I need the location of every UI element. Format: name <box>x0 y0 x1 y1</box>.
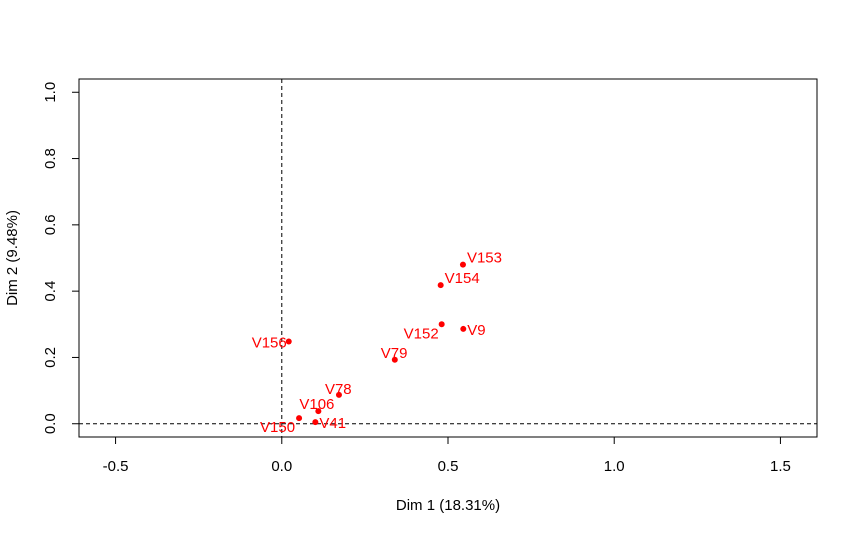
data-point-label: V154 <box>445 270 480 287</box>
y-tick-label: 0.8 <box>42 148 59 169</box>
reference-lines <box>79 79 817 437</box>
data-point <box>459 261 466 268</box>
data-point-label: V156 <box>252 335 287 352</box>
y-tick-label: 0.2 <box>42 347 59 368</box>
y-axis: 0.0 0.2 0.4 0.6 0.8 1.0 <box>42 82 80 434</box>
x-tick-label: 0.0 <box>271 458 292 475</box>
data-points <box>285 261 467 426</box>
data-point <box>460 325 467 332</box>
data-point-label: V41 <box>319 415 346 432</box>
data-point-label: V78 <box>325 381 352 398</box>
data-point-label: V79 <box>381 345 408 362</box>
x-tick-label: -0.5 <box>103 458 129 475</box>
data-point-label: V152 <box>404 325 439 342</box>
x-tick-label: 0.5 <box>438 458 459 475</box>
plot-frame <box>78 78 818 438</box>
data-point <box>296 415 303 422</box>
data-point <box>285 338 292 345</box>
y-axis-title: Dim 2 (9.48%) <box>4 210 21 306</box>
y-tick-label: 1.0 <box>42 82 59 103</box>
data-point-label: V150 <box>260 419 295 436</box>
data-point <box>437 282 444 289</box>
x-axis: -0.5 0.0 0.5 1.0 1.5 <box>103 436 791 475</box>
y-tick-label: 0.0 <box>42 413 59 434</box>
x-axis-title: Dim 1 (18.31%) <box>396 497 500 514</box>
data-point-label: V106 <box>299 396 334 413</box>
data-point <box>438 321 445 328</box>
data-point <box>335 391 342 398</box>
y-tick-label: 0.6 <box>42 214 59 235</box>
data-point-label: V9 <box>467 322 485 339</box>
data-point <box>391 356 398 363</box>
data-point <box>312 419 319 426</box>
data-point <box>315 408 322 415</box>
x-tick-label: 1.5 <box>770 458 791 475</box>
x-tick-label: 1.0 <box>604 458 625 475</box>
y-tick-label: 0.4 <box>42 281 59 302</box>
data-point-label: V153 <box>467 250 502 267</box>
